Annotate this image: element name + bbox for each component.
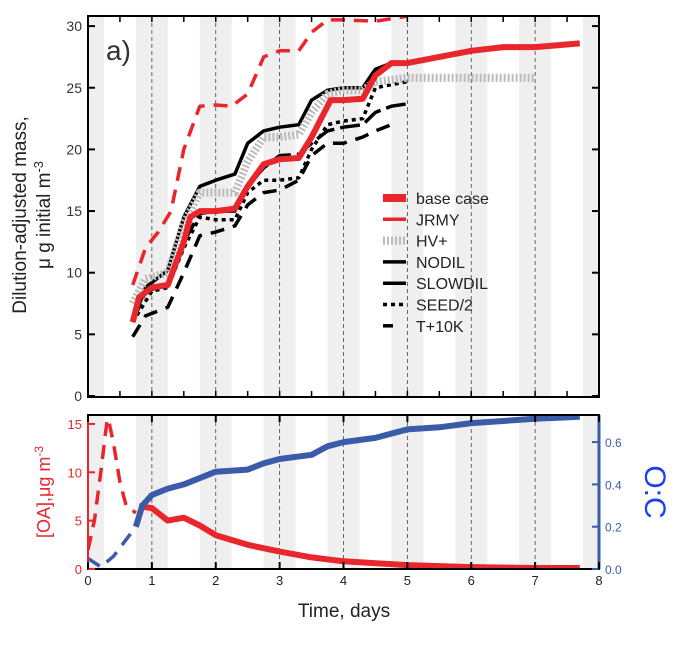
night-band: [583, 16, 599, 397]
x-tick-label: 1: [148, 573, 155, 588]
series-jrmy: [131, 16, 408, 286]
x-tick-label: 7: [532, 573, 539, 588]
y-label-line2: μ g initial m: [34, 173, 55, 269]
series-t-10k: [131, 123, 393, 338]
x-tick-label: 6: [468, 573, 475, 588]
y-label-left-text: [OA],μg m: [34, 457, 54, 538]
y-tick-label-left: 10: [68, 465, 82, 480]
x-tick-label: 2: [212, 573, 219, 588]
y-axis-label: Dilution-adjusted mass, μ g initial m-3: [10, 116, 55, 313]
legend-label: SEED/2: [416, 298, 473, 315]
legend-label: T+10K: [416, 319, 464, 336]
y-tick-label-left: 0: [75, 562, 82, 577]
series-oa-spin-up-: [88, 417, 137, 551]
y-tick-label: 25: [66, 80, 82, 96]
y-tick-label: 30: [66, 18, 82, 34]
x-tick-label: 5: [404, 573, 411, 588]
panel-label: a): [106, 35, 131, 66]
y-label-line1: Dilution-adjusted mass,: [10, 116, 31, 313]
series-oa: [138, 503, 580, 569]
y-tick-label-left: 5: [75, 514, 82, 529]
y-axis-label-left: [OA],μg m-3: [32, 446, 54, 538]
panel-b: 0 5 10 15 0.0 0.2 0.4 0.6 0 1 2 3 4 5 6 7 8 Time, days [OA…: [32, 414, 671, 622]
series-o-c-spin-up-: [88, 529, 135, 569]
y-tick-label: 20: [66, 141, 82, 157]
y-label-left-sup: -3: [32, 446, 46, 457]
x-tick-label: 0: [84, 573, 91, 588]
x-tick-label: 4: [340, 573, 347, 588]
legend-label: NODIL: [416, 255, 465, 272]
x-tick-label: 3: [276, 573, 283, 588]
y-label-sup: -3: [31, 161, 46, 173]
legend-label: SLOWDIL: [416, 276, 488, 293]
y-tick-label: 0: [74, 388, 82, 404]
y-tick-label-left: 15: [68, 417, 82, 432]
panel-a: 0 5 10 15 20 25 30 a) Dilution-adjusted mass, μ g…: [10, 15, 600, 404]
y-tick-label: 10: [66, 265, 82, 281]
y-axis-label-right: O:C: [638, 465, 671, 518]
y-tick-label: 15: [66, 203, 82, 219]
y-tick-label-right: 0.2: [605, 521, 622, 535]
legend-label: HV+: [416, 234, 448, 251]
legend-label: base case: [416, 191, 489, 208]
x-axis-label: Time, days: [298, 601, 390, 622]
y-tick-label-right: 0.6: [605, 436, 622, 450]
night-band: [583, 415, 599, 569]
y-tick-label-right: 0.4: [605, 478, 622, 492]
y-tick-label-right: 0.0: [605, 563, 622, 577]
y-tick-label: 5: [74, 326, 82, 342]
legend-label: JRMY: [416, 212, 460, 229]
night-band: [88, 415, 104, 569]
series-hv-: [129, 73, 536, 306]
night-band: [88, 16, 104, 397]
series-o-c: [133, 415, 580, 528]
x-tick-label: 8: [595, 573, 602, 588]
series-base-case: [129, 40, 581, 323]
